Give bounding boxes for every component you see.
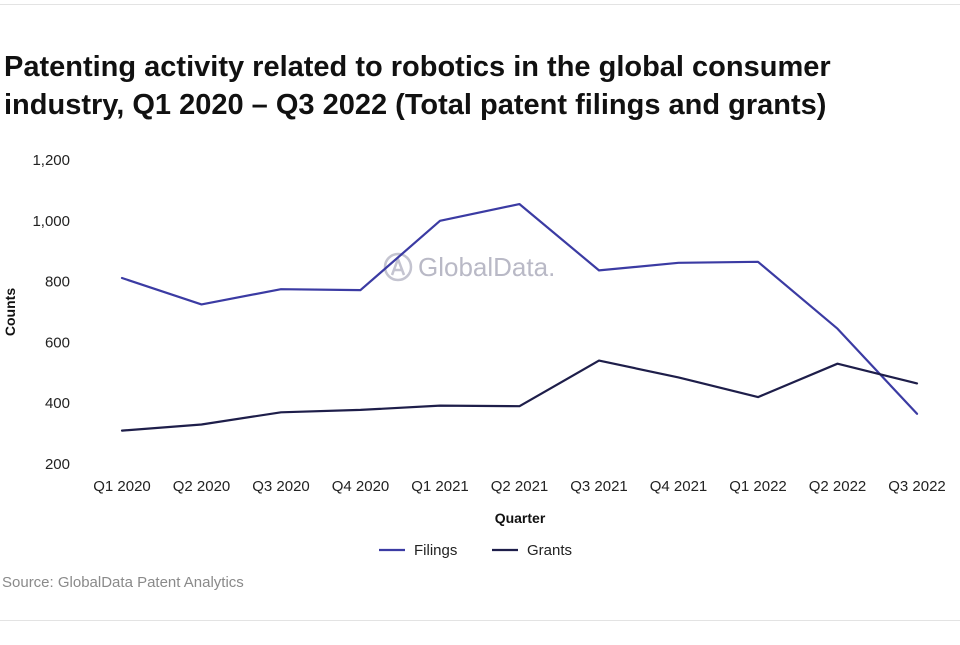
x-tick-label: Q2 2021 <box>491 478 549 495</box>
y-tick-label: 1,000 <box>32 213 70 230</box>
x-tick-label: Q2 2020 <box>173 478 231 495</box>
globaldata-logo-mark <box>390 255 406 276</box>
y-tick-label: 600 <box>45 334 70 351</box>
top-divider <box>0 4 960 5</box>
watermark-text: GlobalData. <box>418 252 555 282</box>
y-axis-ticks: 200 400 600 800 1,000 1,200 <box>32 152 70 473</box>
x-axis-label: Quarter <box>495 510 546 526</box>
y-axis-label: Counts <box>2 288 18 336</box>
series-line-grants <box>120 359 919 432</box>
y-tick-label: 200 <box>45 456 70 473</box>
source-note: Source: GlobalData Patent Analytics <box>2 574 244 591</box>
y-tick-label: 1,200 <box>32 152 70 169</box>
series-lines <box>120 203 919 432</box>
globaldata-watermark: GlobalData. <box>383 252 555 282</box>
x-tick-label: Q3 2021 <box>570 478 628 495</box>
legend: Filings Grants <box>379 542 572 559</box>
x-tick-label: Q1 2022 <box>729 478 787 495</box>
x-tick-label: Q3 2022 <box>888 478 946 495</box>
legend-label-grants: Grants <box>527 542 572 559</box>
x-tick-label: Q1 2021 <box>411 478 469 495</box>
x-tick-label: Q1 2020 <box>93 478 151 495</box>
x-axis-ticks: Q1 2020 Q2 2020 Q3 2020 Q4 2020 Q1 2021 Q2 20… <box>93 478 946 495</box>
chart-title: Patenting activity related to robotics i… <box>4 51 831 121</box>
y-tick-label: 800 <box>45 274 70 291</box>
legend-label-filings: Filings <box>414 542 457 559</box>
x-tick-label: Q4 2021 <box>650 478 708 495</box>
globaldata-logo-icon <box>383 252 413 282</box>
series-line-filings <box>120 203 919 415</box>
x-tick-label: Q3 2020 <box>252 478 310 495</box>
y-tick-label: 400 <box>45 395 70 412</box>
bottom-divider <box>0 620 960 621</box>
x-tick-label: Q4 2020 <box>332 478 390 495</box>
x-tick-label: Q2 2022 <box>809 478 867 495</box>
